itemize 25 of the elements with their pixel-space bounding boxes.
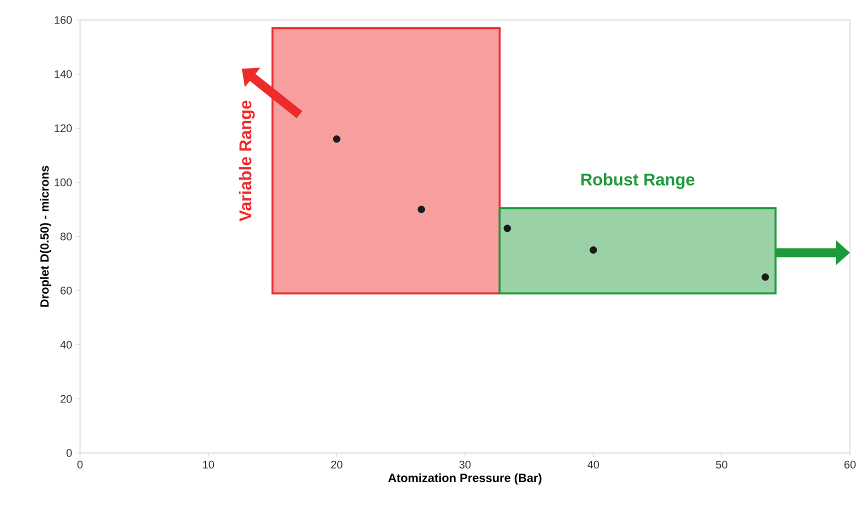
y-tick-label: 140 [54,70,72,78]
x-tick-label: 60 [844,460,856,469]
x-tick-label: 40 [587,460,599,469]
y-tick-label: 120 [54,124,72,132]
x-tick-label: 50 [716,460,728,469]
x-tick-label: 0 [77,460,83,469]
point [418,206,426,214]
point [762,273,769,281]
y-tick-label: 40 [60,340,72,349]
x-tick-label: 10 [203,460,214,469]
y-tick-label: 100 [54,178,72,186]
point [590,246,598,254]
y-tick-label: 60 [60,286,72,294]
band-label: Variable Range [238,100,255,222]
x-tick-label: 20 [331,460,342,469]
y-tick-label: 80 [60,232,72,240]
x-tick-label: 30 [459,460,471,469]
y-tick-label: 20 [60,394,72,403]
y-axis-title: Droplet D(0.50) - microns [40,166,52,307]
point [504,224,512,232]
band-label: Robust Range [581,173,694,189]
y-tick-label: 0 [66,449,72,457]
point [332,135,340,143]
x-axis-title: Atomization Pressure (Bar) [388,473,542,485]
y-tick-label: 160 [54,16,72,24]
